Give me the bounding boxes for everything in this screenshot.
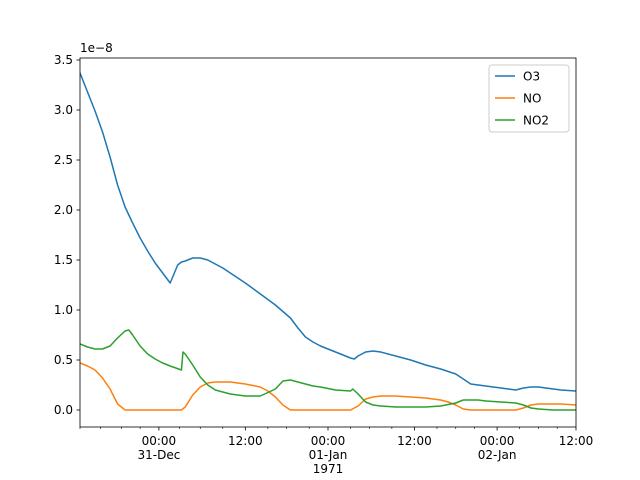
x-tick-label: 1971 — [313, 462, 344, 476]
series-line-no — [80, 362, 576, 411]
x-tick-label: 31-Dec — [137, 448, 180, 462]
y-tick-label: 1.5 — [54, 253, 73, 267]
y-tick-label: 1.0 — [54, 303, 73, 317]
axes-layer: 0.00.51.01.52.02.53.03.500:0031-Dec12:00… — [54, 53, 593, 476]
y-tick-label: 0.0 — [54, 403, 73, 417]
series-line-no2 — [80, 329, 576, 411]
y-offset-label: 1e−8 — [80, 41, 113, 55]
legend-label-no2: NO2 — [523, 114, 549, 128]
series-layer — [80, 72, 576, 411]
x-tick-label: 12:00 — [559, 434, 594, 448]
y-tick-label: 0.5 — [54, 353, 73, 367]
series-line-o3 — [80, 72, 576, 392]
legend-label-o3: O3 — [523, 70, 540, 84]
x-tick-label: 02-Jan — [478, 448, 517, 462]
y-tick-label: 3.0 — [54, 103, 73, 117]
x-tick-label: 00:00 — [142, 434, 177, 448]
legend-box — [488, 64, 570, 133]
x-tick-label: 12:00 — [228, 434, 263, 448]
y-tick-label: 2.0 — [54, 203, 73, 217]
x-tick-label: 01-Jan — [309, 448, 348, 462]
y-tick-label: 3.5 — [54, 53, 73, 67]
x-tick-label: 00:00 — [480, 434, 515, 448]
legend: O3 NO NO2 — [488, 64, 570, 133]
x-tick-label: 00:00 — [311, 434, 346, 448]
y-tick-label: 2.5 — [54, 153, 73, 167]
x-tick-label: 12:00 — [397, 434, 432, 448]
legend-label-no: NO — [523, 92, 541, 106]
